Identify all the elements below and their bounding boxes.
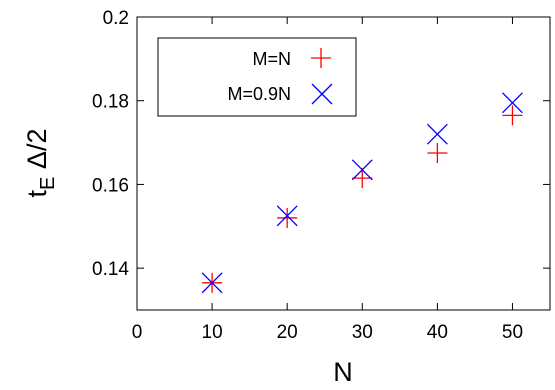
y-tick-label: 0.2: [103, 8, 129, 29]
legend-box: [157, 37, 357, 117]
data-point-cross: [426, 123, 448, 145]
x-tick-label: 20: [277, 322, 298, 343]
x-axis-ticks: 0 10 20 30 40 50: [132, 17, 523, 343]
data-point-plus: [427, 143, 448, 164]
legend-marker-plus: [311, 48, 331, 68]
x-tick-label: 0: [132, 322, 143, 343]
legend: M=N M=0.9N: [157, 37, 357, 117]
y-axis-label: tE Δ/2: [22, 129, 59, 198]
y-tick-label: 0.14: [92, 259, 129, 280]
x-tick-label: 30: [352, 322, 373, 343]
svg-text:tE Δ/2: tE Δ/2: [22, 129, 59, 198]
data-point-cross: [276, 205, 298, 227]
y-axis-label-rest: Δ/2: [22, 129, 52, 177]
x-tick-label: 10: [202, 322, 223, 343]
legend-entry-label: M=N: [252, 49, 291, 69]
y-axis-label-main: t: [22, 189, 52, 197]
data-point-cross: [201, 272, 223, 294]
legend-marker-cross: [311, 83, 333, 105]
plot-frame: [136, 16, 551, 311]
data-point-plus: [352, 168, 373, 189]
x-tick-label: 50: [502, 322, 523, 343]
legend-entry-label: M=0.9N: [227, 84, 291, 104]
data-point-cross: [351, 159, 373, 181]
data-point-plus: [277, 207, 298, 228]
x-tick-label: 40: [427, 322, 448, 343]
y-axis-label-sub: E: [37, 177, 59, 190]
data-point-cross: [501, 92, 523, 114]
x-axis-label: N: [333, 357, 353, 387]
y-tick-label: 0.18: [92, 92, 129, 113]
data-point-plus: [502, 105, 523, 126]
y-axis-ticks: 0.14 0.16 0.18 0.2: [92, 8, 550, 280]
y-tick-label: 0.16: [92, 175, 129, 196]
data-points: [201, 92, 523, 294]
